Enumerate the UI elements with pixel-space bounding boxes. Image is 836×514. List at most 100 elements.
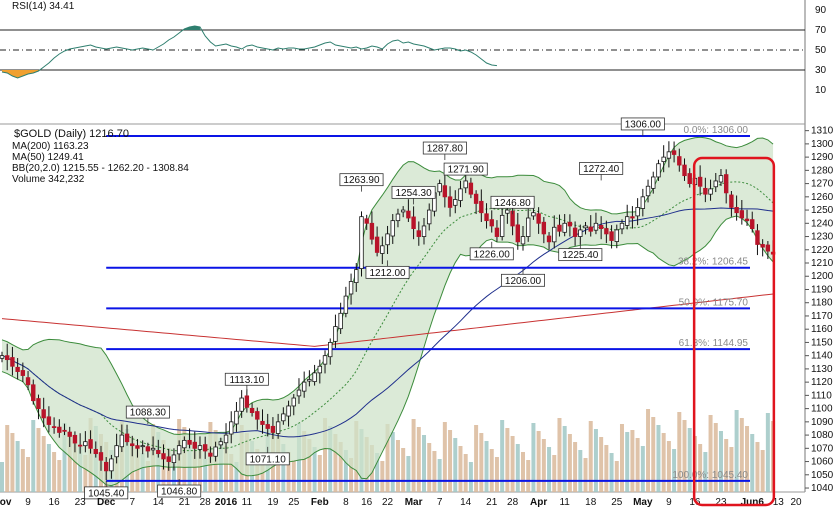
rsi-oversold-area	[2, 70, 39, 78]
volume-bar	[46, 444, 51, 492]
candle-body	[202, 444, 208, 452]
volume-bar	[505, 428, 510, 492]
volume-bar	[140, 453, 145, 492]
price-candles	[0, 141, 776, 481]
candle-body	[281, 413, 286, 422]
candle-body	[708, 188, 713, 195]
candle-body	[77, 444, 83, 447]
candle-body	[83, 441, 88, 447]
candle-body	[468, 182, 474, 195]
candle-body	[520, 236, 526, 245]
volume-bar	[614, 461, 619, 492]
volume-bar	[562, 426, 567, 492]
candle-body	[395, 213, 401, 222]
candle-body	[25, 377, 31, 386]
candle-body	[666, 151, 672, 159]
callout-box	[500, 273, 545, 287]
volume-bar	[52, 452, 57, 492]
y-tick: 1170	[811, 311, 833, 322]
callout: 1045.40	[84, 480, 129, 499]
volume-bar	[338, 442, 343, 492]
candle-body	[275, 421, 281, 434]
volume-bar	[552, 455, 557, 492]
x-tick: 7	[437, 497, 443, 508]
y-tick: 1210	[811, 258, 834, 269]
candle-body	[5, 355, 10, 361]
volume-bar	[494, 457, 499, 492]
candle-body	[572, 227, 578, 237]
candle-body	[333, 326, 338, 342]
candle-body	[72, 434, 78, 444]
candle-body	[182, 439, 187, 449]
callout-box	[620, 117, 665, 131]
volume-bar	[479, 433, 484, 492]
callout-box	[224, 372, 269, 386]
volume-bar	[432, 451, 437, 492]
rsi-tick: 30	[815, 65, 827, 76]
candle-body	[765, 244, 771, 252]
candle-body	[447, 196, 453, 208]
volume-bar	[57, 460, 62, 492]
y-tick: 1160	[811, 324, 833, 335]
candle-body	[359, 216, 364, 269]
candle-body	[348, 281, 354, 295]
candle-body	[192, 441, 197, 449]
volume-bar	[708, 415, 713, 492]
candle-body	[406, 210, 411, 219]
candle-body	[677, 156, 682, 166]
candle-body	[473, 193, 479, 204]
legend: MA(200) 1163.23 MA(50) 1249.41 BB(20,2.0…	[12, 141, 189, 185]
callout-box	[443, 162, 488, 176]
volume-bar	[573, 442, 578, 492]
callout-label: 1046.80	[161, 487, 198, 498]
volume-bar	[593, 429, 598, 492]
volume-bar	[390, 432, 395, 492]
candle-body	[411, 216, 416, 229]
y-tick: 1060	[811, 457, 834, 468]
volume-bar	[5, 425, 10, 492]
y-tick: 1240	[811, 218, 834, 229]
volume-bar	[656, 425, 661, 492]
volume-bar	[646, 409, 651, 492]
callout-label: 1088.30	[130, 408, 167, 419]
x-tick: 23	[75, 497, 87, 508]
candle-body	[130, 443, 135, 447]
candle-body	[614, 229, 619, 242]
x-tick: 25	[611, 497, 623, 508]
volume-bar	[625, 432, 630, 492]
candle-body	[442, 185, 448, 198]
y-tick: 1260	[811, 192, 834, 203]
volume-bar	[703, 452, 708, 492]
x-tick: 20	[790, 497, 802, 508]
bb-middle	[1, 181, 774, 452]
candle-body	[265, 424, 270, 429]
candle-body	[687, 173, 692, 184]
fibonacci-levels: 0.0%: 1306.00 38.2%: 1206.45 50.0%: 1175.7…	[106, 125, 750, 482]
volume-bar	[458, 446, 463, 492]
y-tick: 1200	[811, 271, 834, 282]
volume-bar	[203, 459, 208, 492]
candle-body	[161, 453, 166, 460]
candle-body	[619, 222, 625, 230]
candle-body	[187, 439, 192, 445]
volume-bar	[31, 420, 36, 492]
candle-body	[114, 445, 119, 458]
callout: 1046.80	[157, 479, 202, 498]
rsi-tick: 10	[815, 85, 827, 96]
volume-bar	[474, 425, 479, 492]
volume-bar	[427, 443, 432, 492]
volume-bar	[739, 418, 744, 492]
volume-bar	[36, 428, 41, 492]
x-tick: 25	[288, 497, 300, 508]
volume-bar	[677, 412, 682, 492]
candle-body	[651, 176, 656, 189]
candle-body	[57, 426, 62, 433]
volume-bar	[26, 457, 31, 492]
candle-body	[458, 188, 463, 201]
callout: 1206.00	[500, 268, 545, 287]
candle-body	[588, 226, 593, 232]
candle-body	[385, 233, 390, 246]
candle-body	[541, 221, 547, 235]
